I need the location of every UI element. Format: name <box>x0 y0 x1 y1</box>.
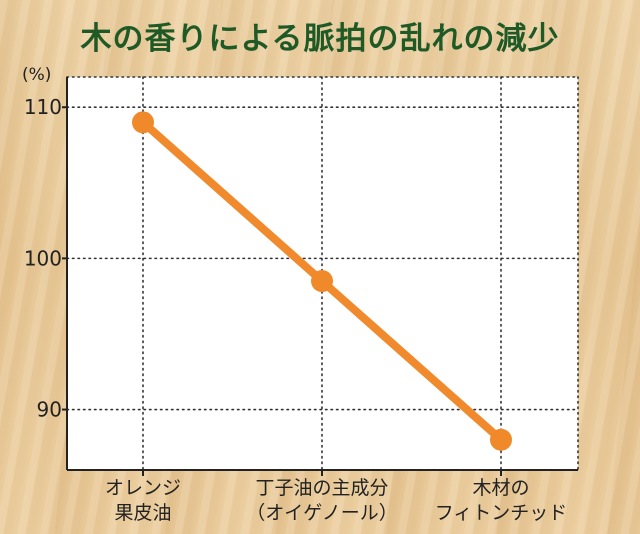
x-tick-label: フィトンチッド <box>435 502 568 524</box>
y-tick-label: 110 <box>24 95 62 119</box>
y-tick-label: 90 <box>37 398 62 422</box>
y-tick-label: 100 <box>24 246 62 270</box>
x-tick-label: 丁子油の主成分 <box>255 477 388 499</box>
y-axis-unit-label: (%) <box>22 65 51 85</box>
x-tick-label: （オイゲノール） <box>246 502 397 524</box>
y-tick-labels: 90 100 110 <box>24 95 62 421</box>
chart-title: 木の香りによる脈拍の乱れの減少 <box>80 21 560 57</box>
data-point-marker <box>490 428 512 451</box>
x-tick-label: オレンジ <box>105 477 181 499</box>
data-series <box>132 111 512 451</box>
x-tick-label: 果皮油 <box>114 502 171 524</box>
data-point-marker <box>132 111 154 134</box>
data-point-marker <box>311 270 333 293</box>
x-tick-label: 木材の <box>472 477 529 499</box>
